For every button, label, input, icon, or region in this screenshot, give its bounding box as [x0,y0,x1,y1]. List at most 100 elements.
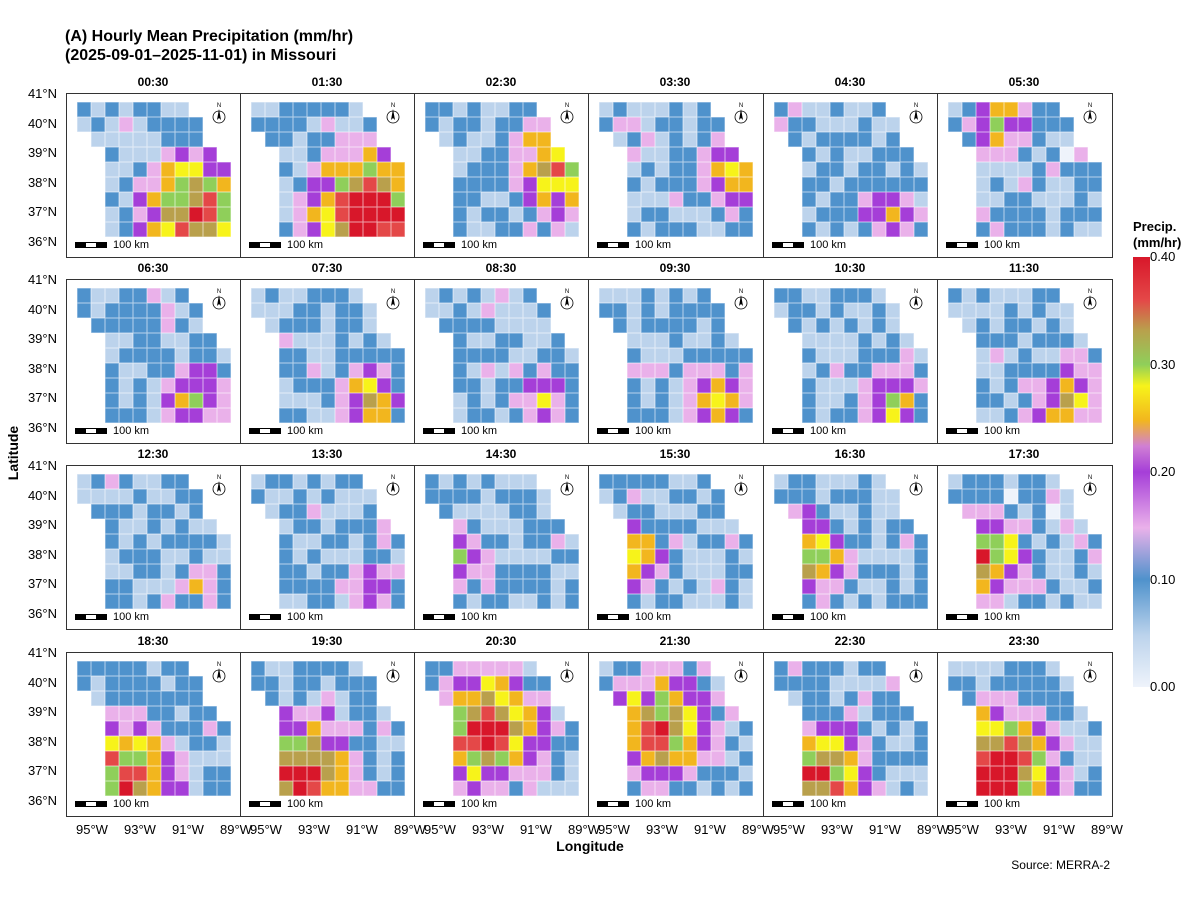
map-panel: N 100 km [414,652,590,817]
precip-cell [872,333,886,348]
precip-cell [962,303,976,318]
precip-cell [467,378,481,393]
precip-cell [453,549,467,564]
precip-cell [1032,549,1046,564]
precip-cell [976,117,990,132]
scale-label: 100 km [810,798,847,810]
precip-cell [467,408,481,423]
precip-cell [349,534,363,549]
scale-bar-graphic [946,242,978,248]
precip-cell [830,736,844,751]
panel-title: 21:30 [659,634,691,648]
precip-cell [725,519,739,534]
precip-cell [886,549,900,564]
precip-cell [914,177,928,192]
precip-cell [1074,408,1088,423]
precip-cell [886,132,900,147]
precip-cell [990,192,1004,207]
scale-bar: 100 km [423,425,497,437]
precip-cell [551,751,565,766]
precip-cell [669,594,683,609]
precip-cell [203,781,217,796]
precip-cell [900,564,914,579]
precip-cell [481,222,495,237]
precip-cell [599,676,613,691]
precip-cell [265,691,279,706]
precip-cell [641,691,655,706]
precip-cell [886,781,900,796]
precip-cell [1032,378,1046,393]
precip-cell [655,534,669,549]
precip-cell [641,408,655,423]
precip-cell [105,207,119,222]
precip-cell [537,519,551,534]
precip-cell [453,781,467,796]
precip-cell [495,132,509,147]
precip-cell [816,162,830,177]
precip-cell [537,579,551,594]
precip-cell [425,288,439,303]
precip-cell [683,579,697,594]
precip-cell [697,348,711,363]
panel-title: 10:30 [834,261,866,275]
precip-cell [655,766,669,781]
precip-cell [1004,721,1018,736]
precip-cell [627,504,641,519]
precip-cell [161,222,175,237]
precip-cell [655,691,669,706]
precip-cell [858,766,872,781]
precip-cell [293,706,307,721]
precip-cell [523,378,537,393]
precip-cell [914,781,928,796]
precip-cell [495,594,509,609]
precip-cell [363,534,377,549]
precip-cell [816,721,830,736]
svg-text:N: N [914,662,918,668]
precip-cell [481,489,495,504]
precip-cell [599,102,613,117]
precip-cell [363,564,377,579]
precip-cell [683,132,697,147]
precip-cell [335,363,349,378]
precip-cell [105,781,119,796]
precip-cell [641,721,655,736]
y-tick-label: 37°N [27,576,57,591]
map-panel: N 100 km [414,279,590,444]
precip-cell [279,102,293,117]
svg-text:N: N [565,289,569,295]
precip-cell [537,222,551,237]
precip-cell [872,102,886,117]
precip-cell [105,378,119,393]
y-tick-label: 36°N [27,792,57,808]
precip-cell [565,408,579,423]
precip-cell [439,691,453,706]
precip-cell [990,661,1004,676]
scale-bar: 100 km [946,611,1020,623]
precip-cell [830,393,844,408]
precip-cell [175,162,189,177]
precip-cell [349,489,363,504]
scale-bar: 100 km [772,425,846,437]
precip-cell [844,132,858,147]
precip-cell [147,117,161,132]
precip-cell [1046,363,1060,378]
precip-cell [1018,474,1032,489]
precip-cell [641,207,655,222]
precip-cell [551,333,565,348]
precip-cell [1060,564,1074,579]
precip-cell [467,549,481,564]
precip-cell [551,177,565,192]
precip-cell [1046,207,1060,222]
precip-cell [830,378,844,393]
precip-cell [119,519,133,534]
precip-cell [683,363,697,378]
precip-cell [900,534,914,549]
precip-cell [509,474,523,489]
precip-cell [293,303,307,318]
precip-cell [816,751,830,766]
precip-cell [948,676,962,691]
north-arrow-icon: N [211,661,227,683]
precip-cell [363,117,377,132]
precip-cell [990,333,1004,348]
precip-cell [453,177,467,192]
